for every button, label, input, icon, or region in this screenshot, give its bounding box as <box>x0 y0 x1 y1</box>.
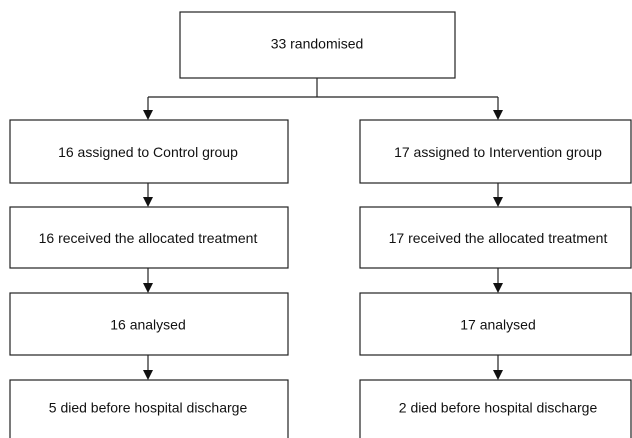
arrow-head <box>143 110 153 120</box>
box <box>359 206 632 269</box>
arrow-head <box>493 110 503 120</box>
box <box>359 379 632 438</box>
arrow-head <box>493 370 503 380</box>
box <box>359 119 632 184</box>
node-label: 16 analysed <box>110 317 186 333</box>
arrow-head <box>493 197 503 207</box>
box <box>9 379 289 438</box>
node-label: 33 randomised <box>271 36 364 52</box>
box <box>9 119 289 184</box>
arrow-head <box>493 283 503 293</box>
node-label: 5 died before hospital discharge <box>49 400 248 416</box>
node-label: 16 received the allocated treatment <box>39 230 258 246</box>
box <box>9 292 289 356</box>
node-label: 17 analysed <box>460 317 536 333</box>
columns: 16 assigned to Control group 16 received … <box>9 97 632 438</box>
box <box>179 11 456 79</box>
arrow-head <box>143 283 153 293</box>
box <box>9 206 289 269</box>
node-label: 17 received the allocated treatment <box>389 230 608 246</box>
arrow-head <box>143 197 153 207</box>
box <box>359 292 632 356</box>
node-label: 16 assigned to Control group <box>58 144 238 160</box>
node-label: 17 assigned to Intervention group <box>394 144 602 160</box>
arrow-head <box>143 370 153 380</box>
node-label: 2 died before hospital discharge <box>399 400 598 416</box>
